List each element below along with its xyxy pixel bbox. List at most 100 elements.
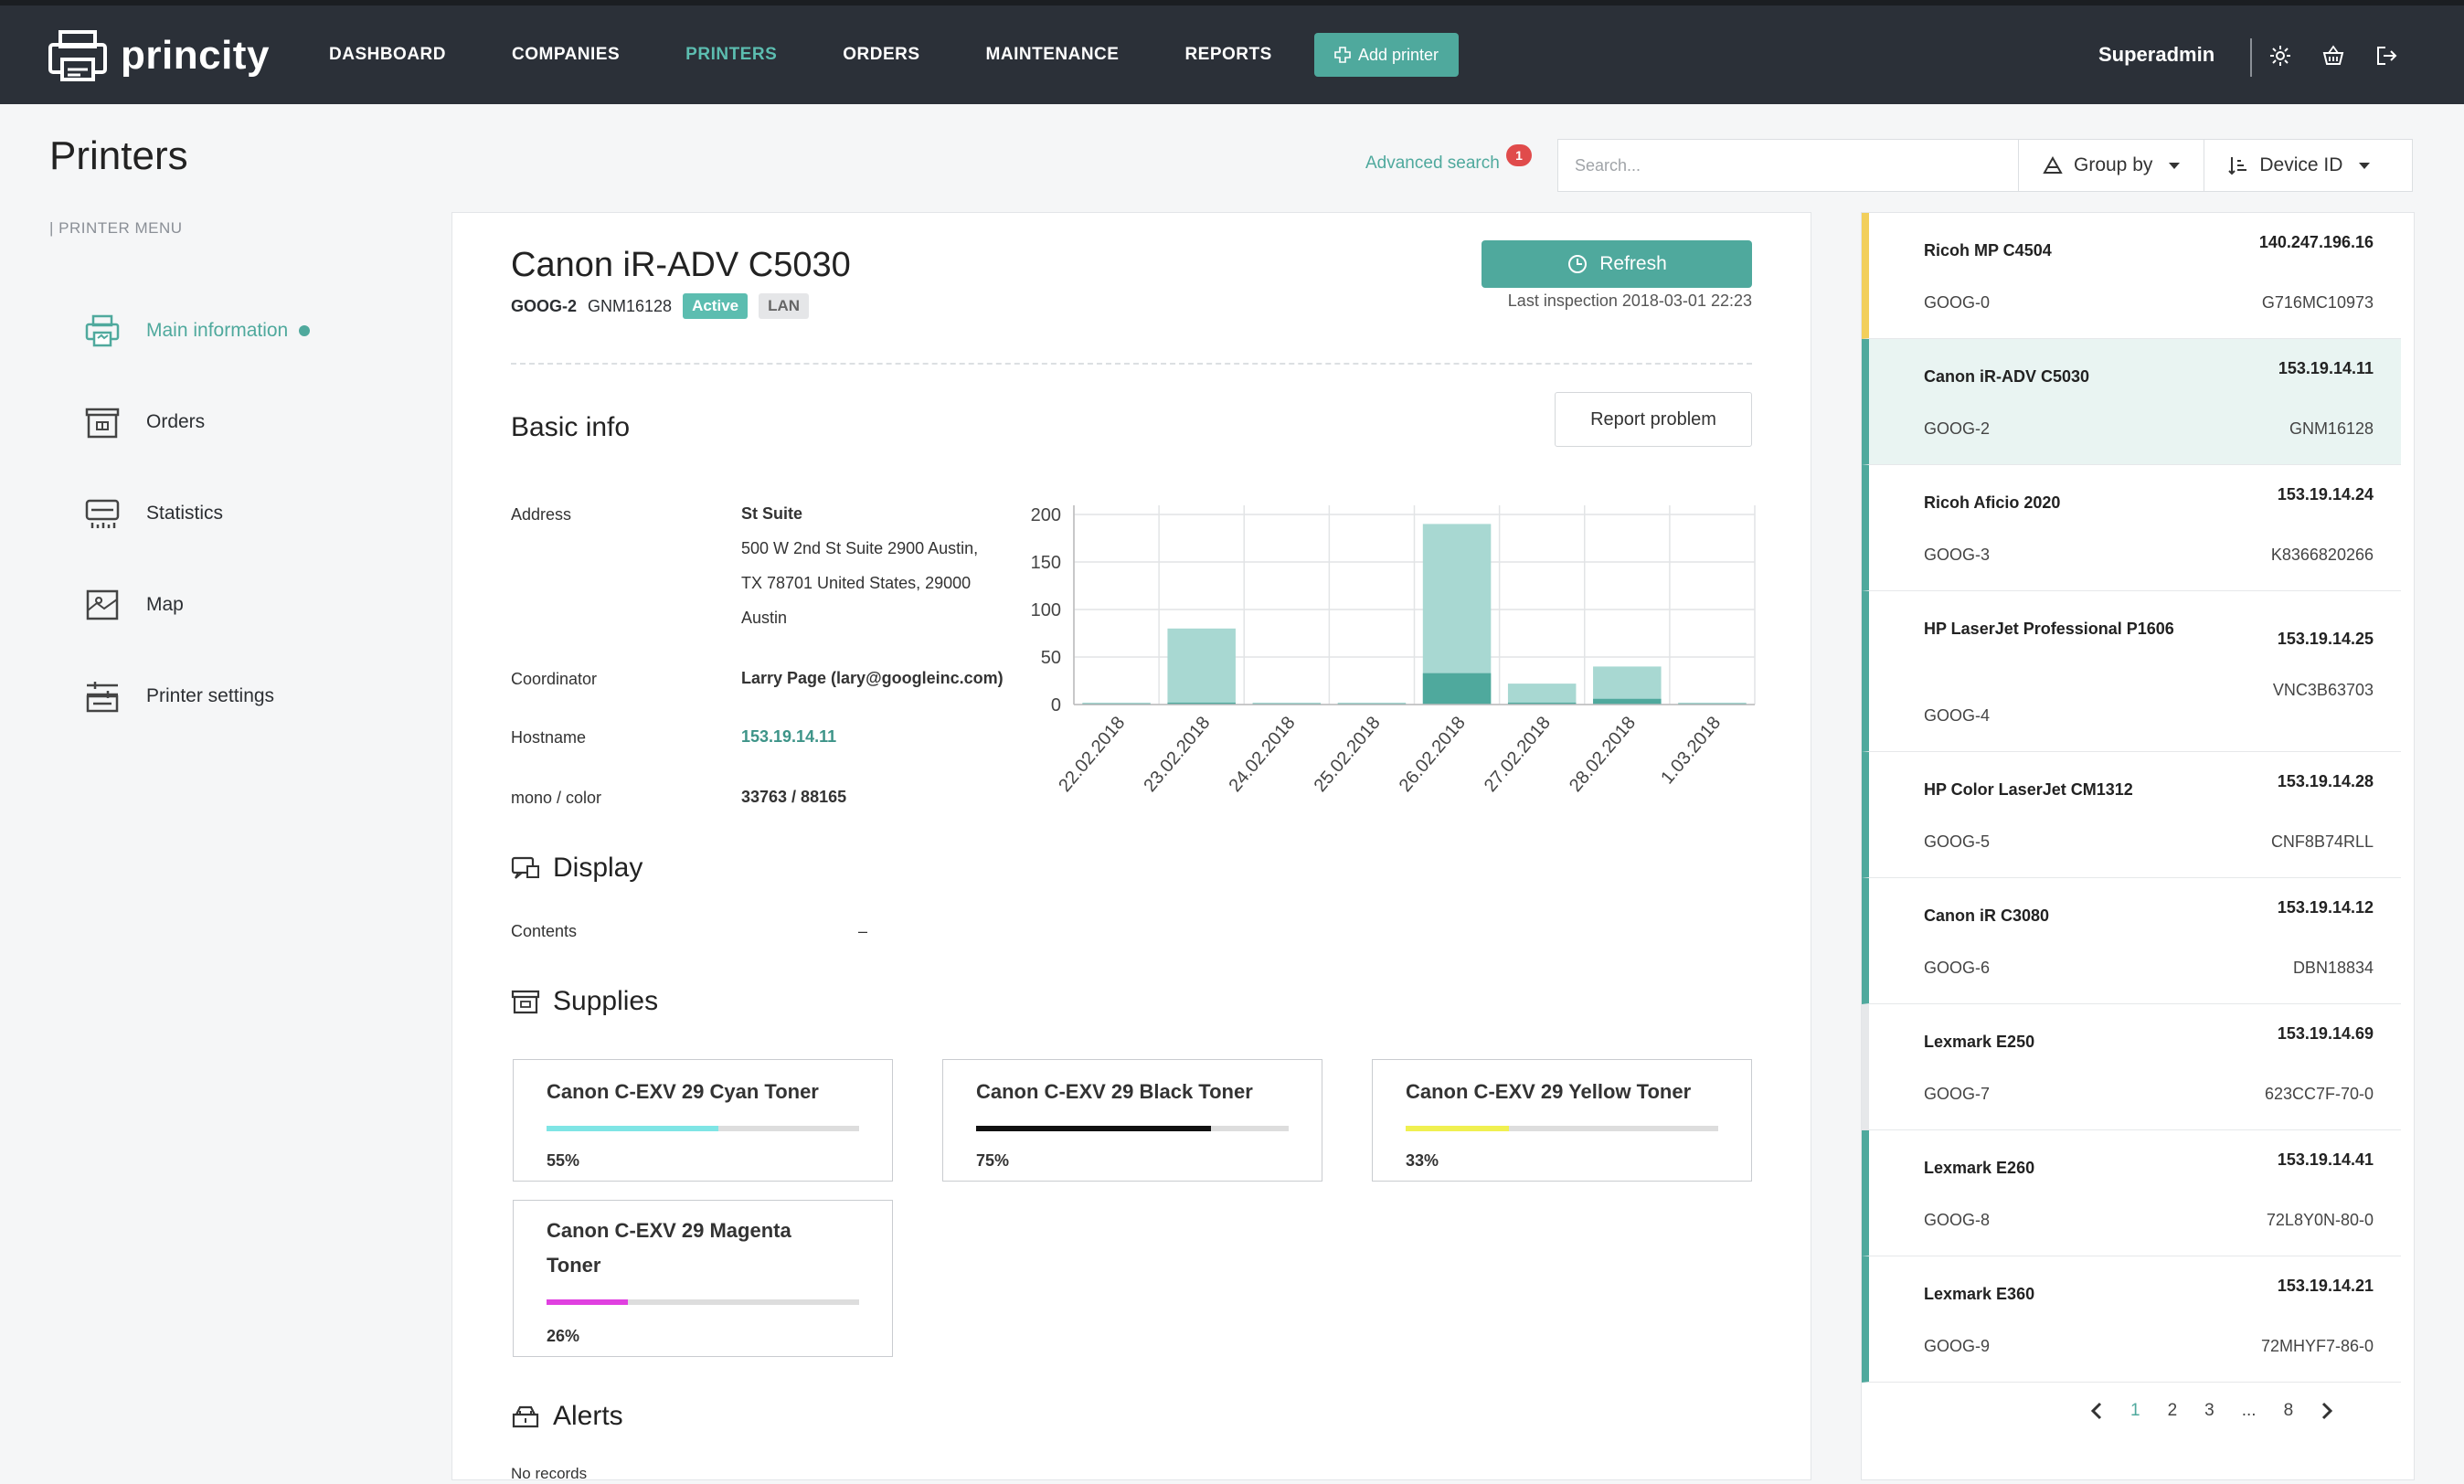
basket-icon[interactable] [2321, 44, 2345, 68]
box-icon [511, 990, 540, 1014]
bar [1167, 702, 1236, 705]
list-item-serial: 72L8Y0N-80-0 [2266, 1211, 2374, 1229]
alerts-icon [512, 1405, 539, 1428]
nav-dashboard[interactable]: DASHBOARD [329, 45, 446, 64]
bar [1422, 673, 1492, 705]
list-item[interactable]: Canon iR-ADV C5030 153.19.14.11 GOOG-2 G… [1862, 339, 2401, 465]
hostname-link[interactable]: 153.19.14.11 [741, 727, 837, 746]
x-tick-label: 1.03.2018 [1657, 713, 1725, 788]
bar [1167, 628, 1236, 705]
y-tick-label: 150 [1031, 553, 1061, 573]
list-item-ip: 140.247.196.16 [2258, 233, 2374, 251]
address-name: St Suite [741, 504, 803, 523]
menu-statistics[interactable]: Statistics [84, 468, 310, 559]
report-problem-button[interactable]: Report problem [1555, 392, 1752, 447]
printer-menu: Main information Orders Statistics Map P… [84, 285, 311, 742]
y-tick-label: 0 [1051, 695, 1061, 716]
menu-printer-settings[interactable]: Printer settings [84, 651, 310, 742]
list-item[interactable]: HP LaserJet Professional P1606 153.19.14… [1862, 591, 2401, 752]
user-name[interactable]: Superadmin [2098, 43, 2215, 66]
list-item[interactable]: Ricoh MP C4504 140.247.196.16 GOOG-0 G71… [1862, 213, 2401, 339]
supply-name: Canon C-EXV 29 Yellow Toner [1406, 1080, 1692, 1103]
supply-card: Canon C-EXV 29 Cyan Toner 55% [513, 1059, 893, 1182]
sort-label: Device ID [2259, 154, 2343, 175]
nav-printers[interactable]: PRINTERS [685, 45, 778, 64]
list-item-name: Canon iR-ADV C5030 [1924, 367, 2090, 386]
sort-dropdown[interactable]: Device ID [2204, 140, 2394, 191]
page-3[interactable]: 3 [2204, 1401, 2214, 1420]
list-item-ip: 153.19.14.21 [2277, 1277, 2374, 1295]
nav-orders[interactable]: ORDERS [843, 45, 920, 64]
x-tick-label: 24.02.2018 [1225, 713, 1299, 796]
gear-icon[interactable] [2268, 44, 2292, 68]
coordinator-value: Larry Page (lary@googleinc.com) [741, 669, 1004, 687]
page-1[interactable]: 1 [2130, 1401, 2140, 1420]
list-item-name: Canon iR C3080 [1924, 906, 2050, 925]
alerts-title: Alerts [553, 1401, 623, 1431]
x-tick-label: 23.02.2018 [1140, 713, 1214, 796]
list-item-serial: G716MC10973 [2261, 293, 2374, 312]
chevron-right-icon[interactable] [2321, 1402, 2333, 1420]
menu-item-label: Orders [146, 411, 206, 432]
menu-map[interactable]: Map [84, 559, 310, 651]
list-item-code: GOOG-4 [1924, 706, 1991, 725]
page-2[interactable]: 2 [2167, 1401, 2178, 1420]
list-item[interactable]: Lexmark E260 153.19.14.41 GOOG-8 72L8Y0N… [1862, 1130, 2401, 1256]
menu-item-label: Statistics [146, 503, 224, 524]
nav-companies[interactable]: COMPANIES [512, 45, 621, 64]
app-name: princity [121, 33, 270, 78]
supplies-section-title: Supplies [511, 986, 658, 1017]
nav-reports[interactable]: REPORTS [1184, 45, 1272, 64]
logout-icon[interactable] [2374, 44, 2398, 68]
list-item[interactable]: Lexmark E250 153.19.14.69 GOOG-7 623CC7F… [1862, 1004, 2401, 1130]
active-dot [299, 325, 311, 336]
plus-icon [1334, 47, 1351, 63]
bar [1337, 702, 1407, 705]
list-item[interactable]: Ricoh Aficio 2020 153.19.14.24 GOOG-3 K8… [1862, 465, 2401, 591]
menu-main-information[interactable]: Main information [84, 285, 311, 376]
last-inspection: Last inspection 2018-03-01 22:23 [1507, 292, 1752, 310]
supply-level-fill [1406, 1126, 1509, 1131]
list-item[interactable]: HP Color LaserJet CM1312 153.19.14.28 GO… [1862, 752, 2401, 878]
add-printer-label: Add printer [1357, 45, 1439, 64]
list-item-code: GOOG-7 [1924, 1085, 1991, 1103]
refresh-button[interactable]: Refresh [1482, 240, 1752, 288]
list-item[interactable]: Canon iR C3080 153.19.14.12 GOOG-6 DBN18… [1862, 878, 2401, 1004]
supply-level-fill [547, 1126, 719, 1131]
x-tick-label: 26.02.2018 [1396, 713, 1470, 796]
search-input[interactable] [1558, 140, 2019, 191]
advanced-search-link[interactable]: Advanced search [1365, 154, 1500, 173]
x-tick-label: 22.02.2018 [1055, 713, 1129, 796]
layers-icon [2043, 156, 2063, 174]
menu-item-label: Printer settings [146, 685, 275, 706]
menu-orders[interactable]: Orders [84, 376, 310, 468]
logo[interactable]: princity [48, 29, 270, 82]
counter-value: 33763 / 88165 [741, 788, 847, 806]
supply-card: Canon C-EXV 29 Black Toner 75% [942, 1059, 1322, 1182]
list-item-name: Ricoh MP C4504 [1924, 241, 2052, 260]
list-item[interactable]: Lexmark E360 153.19.14.21 GOOG-9 72MHYF7… [1862, 1256, 2401, 1383]
page-ellipsis: ... [2241, 1401, 2257, 1420]
add-printer-button[interactable]: Add printer [1314, 33, 1459, 77]
supply-card: Canon C-EXV 29 Yellow Toner 33% [1372, 1059, 1752, 1182]
page-title: Printers [49, 133, 188, 178]
supply-percent: 55% [547, 1151, 580, 1170]
list-item-name: HP Color LaserJet CM1312 [1924, 780, 2133, 799]
list-item-name: HP LaserJet Professional P1606 [1924, 620, 2174, 638]
list-item-name: Lexmark E360 [1924, 1285, 2035, 1303]
list-item-name: Ricoh Aficio 2020 [1924, 493, 2061, 512]
page-8[interactable]: 8 [2283, 1401, 2294, 1420]
nav-maintenance[interactable]: MAINTENANCE [985, 45, 1120, 64]
printer-menu-label: | PRINTER MENU [49, 219, 183, 237]
printer-code: GOOG-2 [511, 296, 578, 315]
list-item-ip: 153.19.14.11 [2278, 359, 2374, 377]
refresh-icon [1568, 255, 1588, 273]
printer-meta: GOOG-2 GNM16128 Active LAN [511, 293, 810, 319]
group-by-dropdown[interactable]: Group by [2019, 140, 2205, 191]
top-bar: princity DASHBOARD COMPANIES PRINTERS OR… [0, 0, 2464, 104]
pagination: 1 2 3 ... 8 [2090, 1401, 2333, 1421]
group-by-label: Group by [2074, 154, 2153, 175]
chevron-left-icon[interactable] [2090, 1402, 2103, 1420]
contents-label: Contents [511, 922, 578, 940]
supply-percent: 75% [976, 1151, 1010, 1170]
